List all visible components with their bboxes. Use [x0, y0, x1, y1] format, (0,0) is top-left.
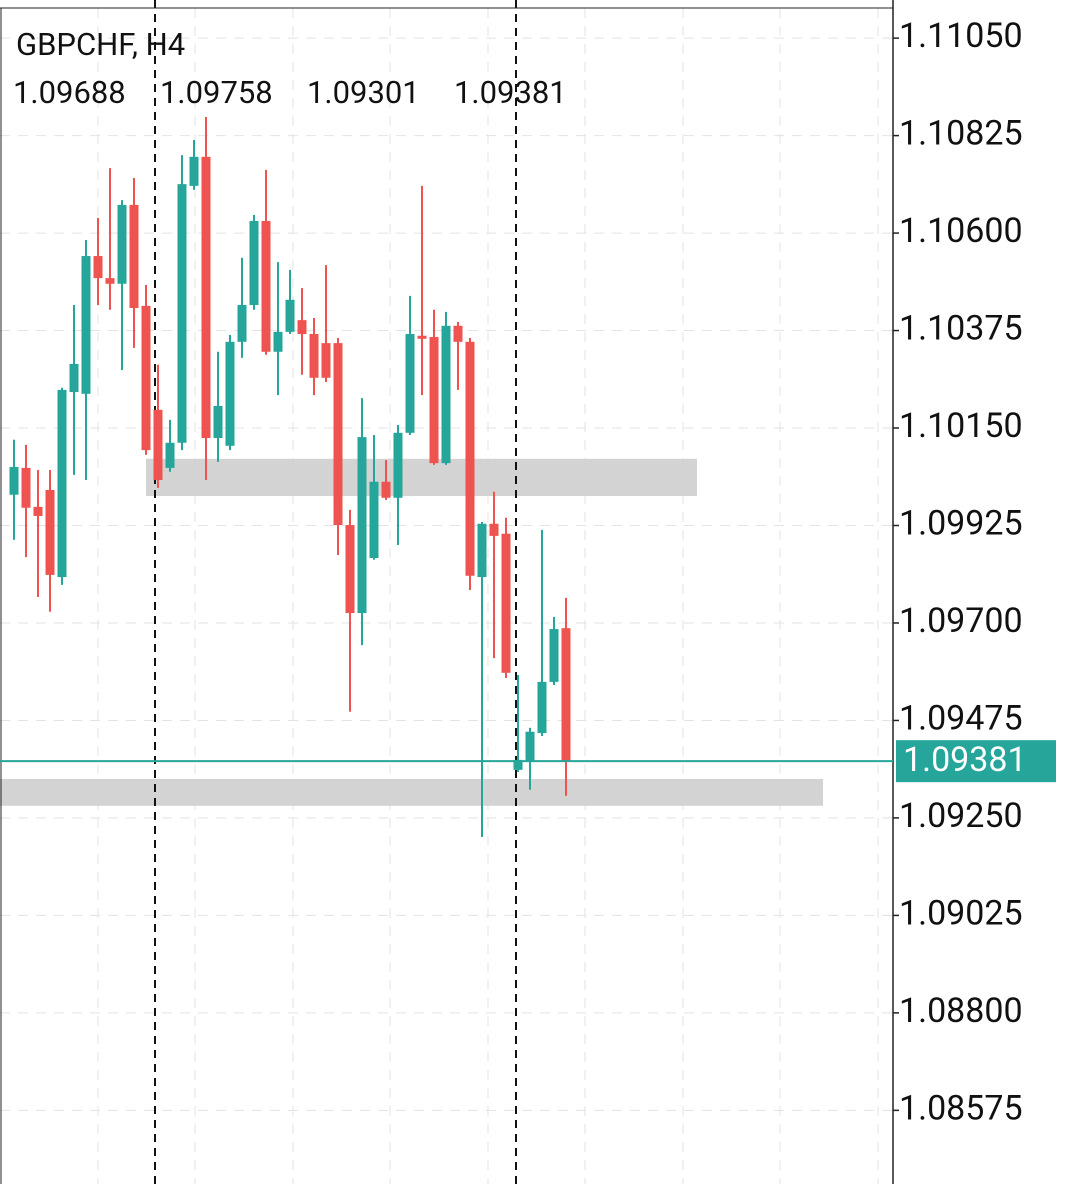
candle-body	[405, 334, 415, 433]
ohlc-close: 1.09381	[454, 74, 567, 111]
chart-title: GBPCHF, H4	[16, 26, 185, 63]
candle-body	[369, 481, 379, 558]
candle-body	[381, 481, 391, 498]
candle-body	[441, 325, 451, 464]
candle-body	[57, 389, 67, 578]
ohlc-open: 1.09688	[13, 74, 126, 111]
candle-body	[513, 759, 523, 770]
candle-body	[429, 337, 439, 464]
candle-body	[93, 256, 103, 279]
current-price-badge	[896, 740, 1056, 783]
y-tick-label: 1.09475	[899, 698, 1023, 738]
y-tick-label: 1.11050	[899, 16, 1023, 56]
candle-body	[165, 442, 175, 468]
candle-body	[501, 533, 511, 673]
candle-body	[177, 184, 187, 443]
candle-body	[465, 341, 475, 576]
candle-body	[105, 278, 115, 284]
candle-body	[333, 343, 343, 526]
candle-body	[129, 204, 139, 309]
candle-body	[33, 506, 43, 516]
candle-body	[393, 432, 403, 498]
candle-body	[153, 409, 163, 481]
y-tick-label: 1.09025	[899, 893, 1023, 933]
candle-body	[261, 220, 271, 352]
candle-body	[69, 363, 79, 393]
candle-body	[417, 335, 427, 339]
axis-labels: 1.11050 1.10825 1.10600 1.10375 1.10150 1.099…	[893, 16, 1023, 1128]
candle-body	[189, 156, 199, 186]
candle-body	[561, 628, 571, 762]
y-tick-label: 1.08800	[899, 991, 1023, 1031]
ohlc-low: 1.09301	[307, 74, 420, 111]
candle-body	[225, 341, 235, 446]
candle-body	[345, 525, 355, 614]
zone	[0, 778, 823, 806]
candle-body	[45, 489, 55, 575]
candle-body	[477, 523, 487, 578]
candle-body	[453, 325, 463, 342]
candle-body	[201, 156, 211, 438]
y-tick-label: 1.10375	[899, 309, 1023, 349]
candle-body	[525, 731, 535, 763]
candle-body	[141, 305, 151, 451]
candle-body	[237, 304, 247, 342]
candle-body	[273, 331, 283, 352]
y-tick-label: 1.09250	[899, 796, 1023, 836]
current-price-label: 1.09381	[903, 740, 1027, 780]
candle-body	[321, 343, 331, 378]
candle-body	[309, 334, 319, 378]
candle-body	[489, 523, 499, 536]
candle-body	[117, 204, 127, 284]
y-tick-label: 1.08575	[899, 1088, 1023, 1128]
candle-body	[21, 467, 31, 508]
candle-body	[537, 681, 547, 734]
zone	[146, 458, 697, 497]
candle-body	[285, 299, 295, 332]
candle-body	[81, 256, 91, 394]
candle-body	[249, 220, 259, 305]
candle-body	[297, 320, 307, 335]
y-tick-label: 1.10150	[899, 406, 1023, 446]
ohlc-high: 1.09758	[160, 74, 273, 111]
zones	[0, 458, 823, 806]
y-tick-label: 1.09925	[899, 503, 1023, 543]
y-tick-label: 1.09700	[899, 601, 1023, 641]
candle-body	[357, 437, 367, 614]
candles	[9, 116, 571, 837]
candle-body	[213, 405, 223, 438]
candle-body	[549, 629, 559, 682]
y-tick-label: 1.10600	[899, 211, 1023, 251]
y-tick-label: 1.10825	[899, 114, 1023, 154]
candle-body	[9, 467, 19, 495]
